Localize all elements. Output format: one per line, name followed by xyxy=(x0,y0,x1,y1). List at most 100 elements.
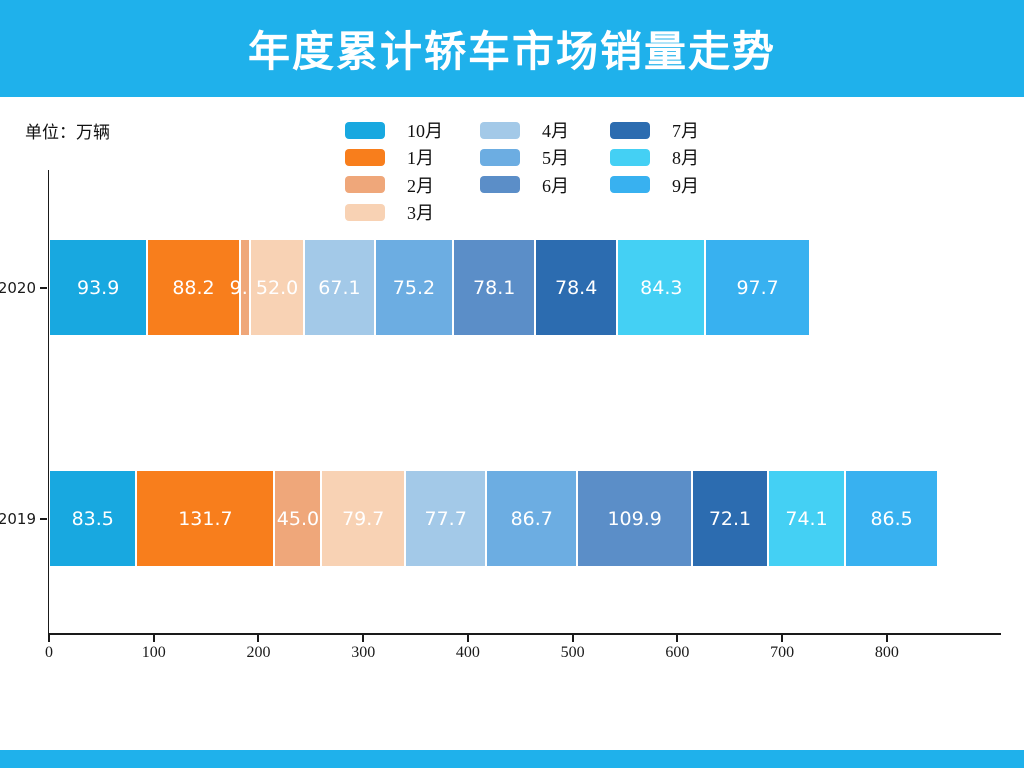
bar-value-label: 78.4 xyxy=(554,276,598,299)
bar-value-label: 83.5 xyxy=(71,507,114,530)
x-tick xyxy=(362,634,365,642)
legend-item: 10月 xyxy=(345,117,443,143)
bar-segment-2019-9月: 86.5 xyxy=(846,471,937,566)
bar-segment-2020-10月: 93.9 xyxy=(50,240,149,335)
bar-2020: 93.9 88.2 9.7 52.0 67.1 75.2 78.1 78.4 84.3 97.7 xyxy=(50,240,809,335)
legend-label: 1月 xyxy=(407,148,434,169)
bar-value-label: 93.9 xyxy=(77,276,120,299)
x-axis-tick-label: 500 xyxy=(560,644,585,661)
legend-item: 2月 xyxy=(345,172,434,198)
x-tick xyxy=(676,634,679,642)
bar-segment-2019-2月: 45.0 xyxy=(275,471,323,566)
legend-item: 1月 xyxy=(345,144,434,170)
bar-segment-2020-8月: 84.3 xyxy=(618,240,707,335)
bar-segment-2020-1月: 88.2 xyxy=(148,240,241,335)
legend-item: 8月 xyxy=(610,144,699,170)
footer-strip xyxy=(0,750,1024,768)
bar-segment-2020-7月: 78.4 xyxy=(536,240,619,335)
x-tick xyxy=(571,634,574,642)
bar-segment-2020-4月: 67.1 xyxy=(305,240,376,335)
x-axis-tick-label: 700 xyxy=(770,644,795,661)
bar-value-label: 79.7 xyxy=(342,507,385,530)
bar-value-label: 74.1 xyxy=(785,507,828,530)
legend-swatch-icon xyxy=(480,148,520,166)
x-axis-tick-label: 300 xyxy=(351,644,376,661)
bar-segment-2019-10月: 83.5 xyxy=(50,471,138,566)
unit-label: 单位：万辆 xyxy=(25,123,110,142)
x-tick xyxy=(885,634,888,642)
legend-label: 9月 xyxy=(672,175,699,196)
bar-value-label: 75.2 xyxy=(392,276,436,299)
legend-label: 8月 xyxy=(672,148,699,169)
bar-value-label: 97.7 xyxy=(736,276,779,299)
x-axis-tick-label: 400 xyxy=(455,644,480,661)
title-banner: 年度累计轿车市场销量走势 xyxy=(0,0,1024,97)
y-axis-label: 2019 xyxy=(0,509,36,528)
bar-2019: 83.5 131.7 45.0 79.7 77.7 86.7 109.9 72.1 74.1 86… xyxy=(50,471,937,566)
bar-segment-2020-9月: 97.7 xyxy=(706,240,809,335)
x-tick xyxy=(257,634,260,642)
bar-value-label: 131.7 xyxy=(178,507,233,530)
bar-segment-2019-6月: 109.9 xyxy=(578,471,694,566)
bar-value-label: 52.0 xyxy=(255,276,299,299)
bar-segment-2019-8月: 74.1 xyxy=(768,471,847,566)
bar-value-label: 109.9 xyxy=(607,507,662,530)
bar-segment-2020-2月: 9.7 xyxy=(230,240,260,335)
bar-segment-2019-4月: 77.7 xyxy=(405,471,488,566)
bar-value-label: 88.2 xyxy=(172,276,215,299)
bar-value-label: 72.1 xyxy=(708,507,752,530)
x-tick xyxy=(48,634,50,642)
legend-swatch-icon xyxy=(345,203,385,221)
x-tick xyxy=(466,634,469,642)
legend-swatch-icon xyxy=(345,121,385,139)
x-tick xyxy=(781,634,784,642)
page-title: 年度累计轿车市场销量走势 xyxy=(247,28,776,75)
legend-swatch-icon xyxy=(345,176,385,194)
x-axis-tick-label: 200 xyxy=(246,644,271,661)
legend-item: 7月 xyxy=(610,117,699,143)
bar-value-label: 45.0 xyxy=(276,507,320,530)
legend-label: 7月 xyxy=(672,121,699,141)
legend-swatch-icon xyxy=(480,121,520,139)
legend-label: 2月 xyxy=(407,175,434,196)
legend-label: 3月 xyxy=(407,203,434,224)
legend-swatch-icon xyxy=(610,176,650,194)
legend-swatch-icon xyxy=(345,148,385,166)
bar-segment-2020-5月: 75.2 xyxy=(375,240,455,335)
bar-value-label: 86.5 xyxy=(870,507,913,530)
x-tick xyxy=(152,634,155,642)
x-axis-tick-label: 800 xyxy=(874,644,899,661)
x-axis xyxy=(47,633,1001,635)
legend-swatch-icon xyxy=(610,121,650,139)
legend-swatch-icon xyxy=(610,148,650,166)
legend-item: 3月 xyxy=(345,199,434,225)
y-axis xyxy=(47,170,49,633)
x-axis-tick-label: 100 xyxy=(141,644,166,661)
bar-segment-2020-6月: 78.1 xyxy=(454,240,537,335)
legend-label: 4月 xyxy=(542,121,569,141)
bar-value-label: 84.3 xyxy=(640,276,683,299)
bar-segment-2019-7月: 72.1 xyxy=(693,471,769,566)
bar-segment-2019-5月: 86.7 xyxy=(487,471,579,566)
bar-segment-2020-3月: 52.0 xyxy=(250,240,306,335)
bar-value-label: 67.1 xyxy=(318,276,361,299)
y-tick xyxy=(40,517,47,520)
legend-item: 9月 xyxy=(610,172,699,198)
bar-value-label: 77.7 xyxy=(424,507,467,530)
y-axis-label: 2020 xyxy=(0,278,36,297)
legend-label: 5月 xyxy=(542,148,569,169)
x-axis-tick-label: 0 xyxy=(45,644,53,661)
legend-swatch-icon xyxy=(480,176,520,194)
y-tick xyxy=(40,286,47,289)
legend-item: 6月 xyxy=(480,172,569,198)
legend-label: 6月 xyxy=(542,175,569,196)
x-axis-tick-label: 600 xyxy=(665,644,690,661)
bar-value-label: 78.1 xyxy=(473,276,516,299)
bar-value-label: 86.7 xyxy=(510,507,553,530)
legend-item: 5月 xyxy=(480,144,569,170)
bar-segment-2019-3月: 79.7 xyxy=(322,471,406,566)
bar-segment-2019-1月: 131.7 xyxy=(137,471,276,566)
legend-label: 10月 xyxy=(407,121,443,141)
legend-item: 4月 xyxy=(480,117,569,143)
